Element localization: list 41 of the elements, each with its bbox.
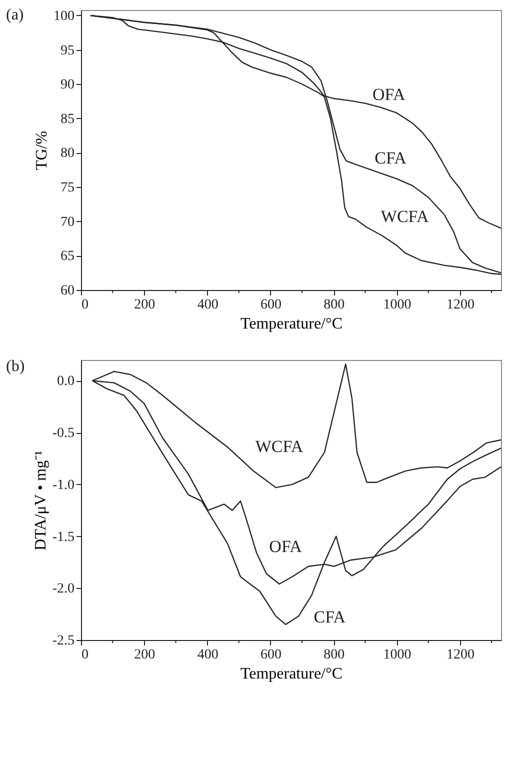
x-tick-label: 1200	[446, 648, 474, 662]
x-tick-label: 0	[82, 648, 88, 662]
y-tick-label: 75	[60, 180, 74, 196]
y-tick-label: 60	[60, 284, 74, 298]
x-tick-label: 600	[260, 648, 282, 662]
series-label: CFA	[374, 148, 408, 168]
y-tick-label: 95	[60, 43, 74, 58]
y-tick-label: -2.5	[52, 634, 74, 648]
y-tick-label: 85	[60, 112, 74, 127]
y-tick-label: -0.5	[52, 426, 74, 442]
y-tick-label: 70	[60, 214, 74, 230]
y-tick-label: 100	[54, 8, 74, 24]
x-tick-label: 200	[134, 648, 156, 662]
series-label: OFA	[372, 85, 406, 104]
y-axis-title: DTA/μV • mg⁻¹	[32, 450, 50, 550]
y-tick-label: 80	[60, 146, 74, 162]
y-axis-title: TG/%	[34, 130, 50, 170]
x-tick-label: 1000	[383, 298, 412, 312]
series-label: WCFA	[255, 437, 304, 456]
y-tick-label: 90	[60, 78, 74, 93]
x-tick-label: 1200	[446, 298, 474, 312]
series-label: WCFA	[380, 207, 430, 226]
y-tick-label: -2.0	[52, 582, 74, 597]
series-label: OFA	[269, 536, 303, 556]
y-tick-label: 0.0	[57, 374, 74, 390]
x-tick-label: 1000	[383, 648, 412, 662]
x-tick-label: 400	[197, 648, 218, 662]
x-tick-label: 600	[260, 298, 282, 312]
x-tick-label: 0	[82, 298, 88, 312]
series-label: CFA	[314, 607, 346, 626]
x-tick-label: 800	[324, 298, 345, 312]
y-tick-label: 65	[60, 249, 74, 264]
y-tick-label: -1.0	[52, 478, 74, 493]
x-tick-label: 800	[324, 648, 345, 662]
y-tick-label: -1.5	[52, 530, 74, 545]
x-tick-label: 200	[134, 298, 156, 312]
x-axis-title: Temperature/°C	[240, 316, 343, 332]
x-tick-label: 400	[197, 298, 218, 312]
chart-title: (b)	[6, 358, 25, 375]
x-axis-title: Temperature/°C	[240, 666, 343, 682]
chart-title: (a)	[6, 6, 24, 24]
